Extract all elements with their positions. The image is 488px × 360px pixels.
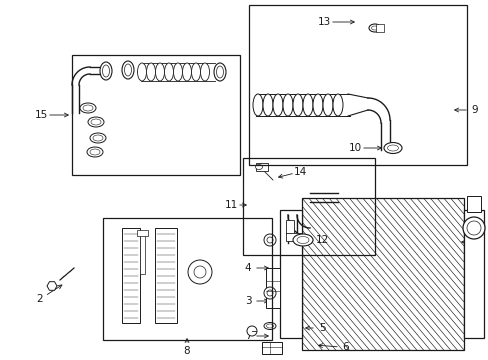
- Text: 5: 5: [318, 323, 325, 333]
- Ellipse shape: [173, 63, 182, 81]
- Ellipse shape: [102, 65, 109, 77]
- Ellipse shape: [216, 66, 223, 78]
- Ellipse shape: [191, 63, 200, 81]
- Ellipse shape: [83, 105, 93, 111]
- Text: 10: 10: [348, 143, 361, 153]
- Ellipse shape: [386, 145, 398, 151]
- Bar: [103, 218, 271, 340]
- Text: 11: 11: [224, 200, 237, 210]
- Ellipse shape: [88, 117, 104, 127]
- Text: 12: 12: [315, 235, 328, 245]
- Bar: [0, 0, 302, 360]
- Bar: [466, 196, 480, 212]
- Text: 9: 9: [471, 105, 477, 115]
- Ellipse shape: [283, 94, 292, 116]
- Ellipse shape: [100, 62, 112, 80]
- Ellipse shape: [200, 63, 209, 81]
- Bar: [285, 220, 293, 234]
- Ellipse shape: [93, 135, 103, 141]
- Ellipse shape: [371, 26, 378, 30]
- Bar: [302, 198, 463, 350]
- Ellipse shape: [255, 165, 262, 170]
- Circle shape: [194, 266, 205, 278]
- Bar: [155, 228, 177, 323]
- Circle shape: [466, 221, 480, 235]
- Ellipse shape: [292, 94, 303, 116]
- Circle shape: [264, 287, 275, 299]
- Text: 6: 6: [342, 342, 348, 352]
- Ellipse shape: [137, 63, 146, 81]
- Bar: [248, 5, 466, 165]
- Ellipse shape: [323, 94, 332, 116]
- Circle shape: [266, 290, 272, 296]
- Circle shape: [462, 217, 484, 239]
- Ellipse shape: [383, 143, 401, 153]
- Ellipse shape: [90, 149, 100, 155]
- Text: 3: 3: [244, 296, 251, 306]
- Ellipse shape: [91, 119, 101, 125]
- Bar: [137, 230, 148, 236]
- Bar: [140, 234, 145, 274]
- Circle shape: [246, 326, 257, 336]
- Text: 1: 1: [476, 237, 482, 247]
- Ellipse shape: [164, 63, 173, 81]
- Ellipse shape: [80, 103, 96, 113]
- Ellipse shape: [252, 94, 263, 116]
- Bar: [280, 210, 302, 338]
- Text: 4: 4: [244, 263, 251, 273]
- Bar: [243, 158, 374, 255]
- Ellipse shape: [368, 24, 380, 32]
- Bar: [285, 233, 301, 241]
- Ellipse shape: [296, 237, 308, 243]
- Ellipse shape: [292, 234, 312, 246]
- Ellipse shape: [124, 64, 131, 76]
- Ellipse shape: [122, 61, 134, 79]
- Text: 8: 8: [183, 346, 190, 356]
- Ellipse shape: [155, 63, 164, 81]
- Text: 13: 13: [317, 17, 330, 27]
- Ellipse shape: [146, 63, 155, 81]
- Bar: [122, 228, 140, 323]
- Circle shape: [264, 234, 275, 246]
- Ellipse shape: [272, 94, 283, 116]
- Ellipse shape: [266, 324, 273, 328]
- Text: 2: 2: [37, 294, 43, 304]
- Text: 15: 15: [34, 110, 47, 120]
- Ellipse shape: [90, 133, 106, 143]
- Text: 7: 7: [244, 331, 251, 341]
- Bar: [463, 210, 483, 338]
- Ellipse shape: [303, 94, 312, 116]
- Text: 14: 14: [294, 167, 307, 176]
- Ellipse shape: [264, 323, 275, 329]
- Bar: [0, 0, 488, 198]
- Bar: [375, 24, 383, 32]
- Ellipse shape: [87, 147, 103, 157]
- Circle shape: [187, 260, 212, 284]
- Ellipse shape: [332, 94, 342, 116]
- Ellipse shape: [312, 94, 323, 116]
- Circle shape: [266, 237, 272, 243]
- Ellipse shape: [214, 63, 225, 81]
- Polygon shape: [47, 282, 57, 290]
- Bar: [262, 342, 282, 354]
- Bar: [265, 268, 280, 308]
- Ellipse shape: [263, 94, 272, 116]
- Bar: [256, 163, 267, 171]
- Ellipse shape: [182, 63, 191, 81]
- Bar: [72, 55, 240, 175]
